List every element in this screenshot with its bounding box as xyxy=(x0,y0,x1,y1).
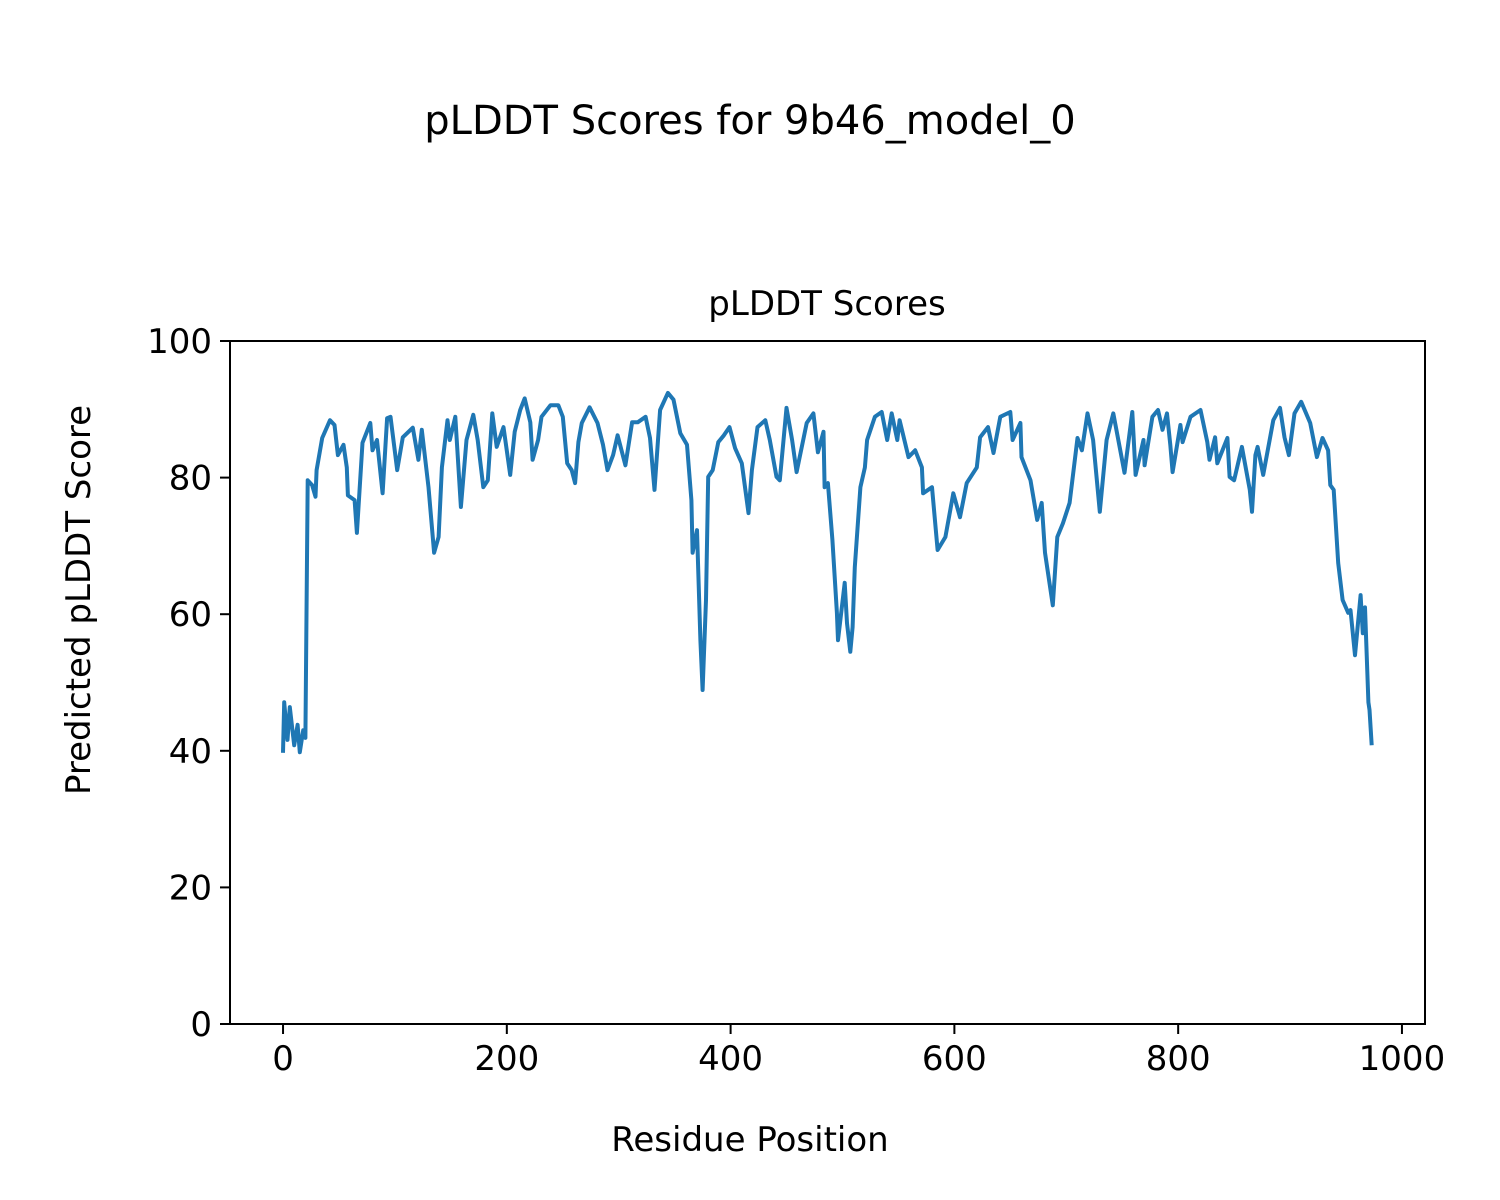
x-tick-label: 0 xyxy=(272,1039,294,1079)
x-axis-label: Residue Position xyxy=(611,1120,888,1160)
figure-title: pLDDT Scores for 9b46_model_0 xyxy=(424,98,1075,144)
x-tick-label: 1000 xyxy=(1359,1039,1446,1079)
x-tick-label: 200 xyxy=(474,1039,539,1079)
x-axis: 0 200 400 600 800 1000 xyxy=(272,1024,1445,1079)
y-tick-label: 40 xyxy=(169,732,212,772)
y-axis: 0 20 40 60 80 100 xyxy=(147,322,230,1045)
y-tick-label: 20 xyxy=(169,868,212,908)
axes-frame xyxy=(229,340,1426,1025)
y-tick-label: 80 xyxy=(169,459,212,499)
y-tick-label: 0 xyxy=(190,1005,212,1045)
y-tick-label: 100 xyxy=(147,322,212,362)
x-tick-label: 400 xyxy=(698,1039,763,1079)
series-line-pLDDT xyxy=(281,390,1374,755)
y-axis-label: Predicted pLDDT Score xyxy=(59,405,99,795)
plot-area xyxy=(229,340,1426,1025)
axes-title: pLDDT Scores xyxy=(708,284,945,324)
y-tick-label: 60 xyxy=(169,595,212,635)
x-tick-label: 800 xyxy=(1146,1039,1211,1079)
x-tick-label: 600 xyxy=(922,1039,987,1079)
